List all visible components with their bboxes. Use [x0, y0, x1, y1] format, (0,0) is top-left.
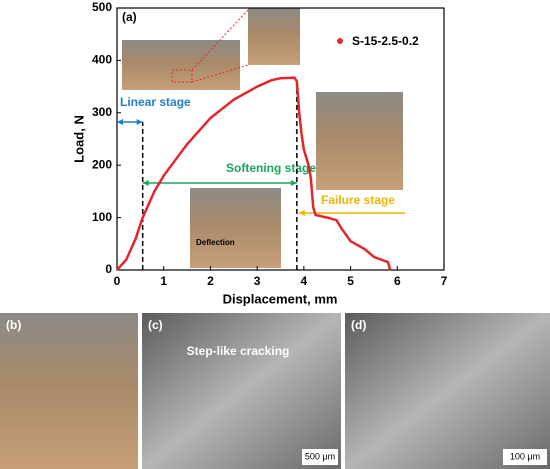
legend-label: S-15-2.5-0.2 — [352, 34, 419, 48]
annotation: Deflection — [196, 238, 235, 247]
scale-box — [302, 449, 338, 465]
inset-photo — [316, 92, 403, 190]
photo-text: Step-like cracking — [187, 344, 290, 358]
x-tick-label: 0 — [114, 274, 121, 288]
panel-label: (b) — [6, 318, 21, 332]
y-tick-label: 0 — [105, 262, 112, 276]
x-tick-label: 1 — [160, 274, 167, 288]
y-tick-label: 300 — [92, 105, 112, 119]
arrow-head — [142, 180, 149, 186]
arrow-head — [136, 119, 143, 125]
y-tick-label: 500 — [92, 0, 112, 14]
annotation: Softening stage — [226, 161, 316, 175]
y-axis-label: Load, N — [71, 115, 86, 163]
x-tick-label: 6 — [394, 274, 401, 288]
x-tick-label: 7 — [441, 274, 448, 288]
scale-bar: 500 μm — [305, 451, 335, 461]
data-line — [116, 76, 392, 271]
zoom-line — [191, 64, 249, 83]
photo-b — [0, 313, 138, 469]
annotation: Linear stage — [120, 95, 191, 109]
x-tick-label: 2 — [207, 274, 214, 288]
scale-bar: 100 μm — [510, 451, 540, 461]
inset-photo — [122, 40, 240, 90]
panel-label: (d) — [351, 318, 366, 332]
y-tick-label: 200 — [92, 157, 112, 171]
arrow-head — [298, 210, 305, 216]
x-tick-label: 3 — [254, 274, 261, 288]
legend-marker — [337, 38, 343, 44]
panel-label: (a) — [122, 10, 137, 24]
x-tick-label: 5 — [347, 274, 354, 288]
photo-d — [345, 313, 550, 469]
x-tick-label: 4 — [301, 274, 308, 288]
plot-frame — [116, 7, 445, 271]
annotation: Failure stage — [321, 193, 395, 207]
photo-c — [142, 313, 341, 469]
y-tick-label: 100 — [92, 210, 112, 224]
zoom-box — [171, 69, 193, 83]
inset-photo — [190, 188, 281, 268]
arrow-head — [290, 180, 297, 186]
zoom-line — [191, 9, 249, 71]
x-axis-label: Displacement, mm — [223, 291, 338, 306]
panel-label: (c) — [148, 318, 163, 332]
inset-photo — [248, 8, 300, 65]
scale-box — [503, 449, 547, 465]
arrow-head — [117, 119, 123, 125]
y-tick-label: 400 — [92, 53, 112, 67]
